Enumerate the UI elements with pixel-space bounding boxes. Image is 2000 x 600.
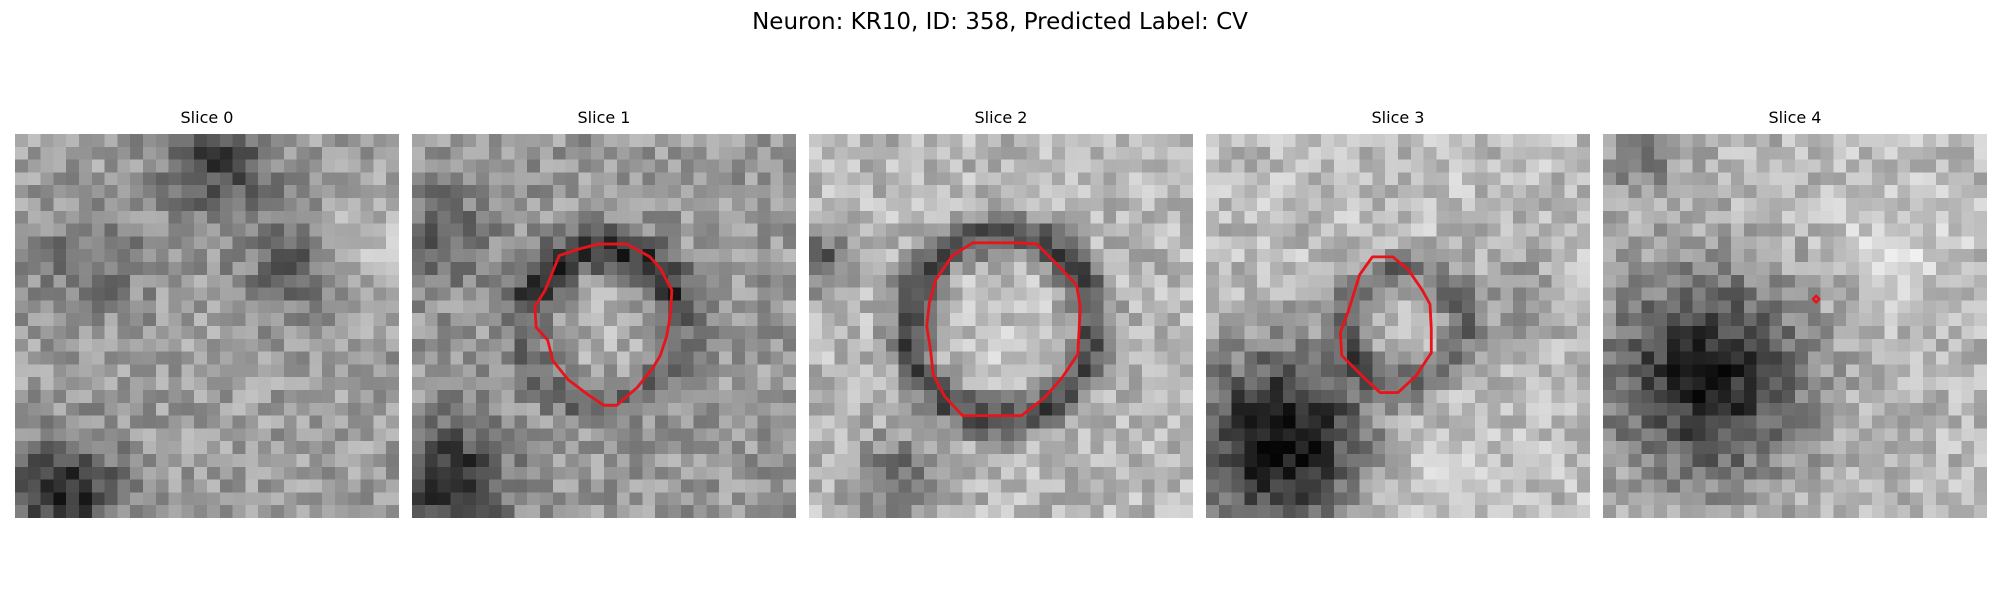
slice-image — [1206, 134, 1590, 518]
segmentation-contour — [1811, 294, 1821, 304]
pixel-grid — [15, 134, 399, 518]
pixel-grid — [1603, 134, 1987, 518]
slice-image — [412, 134, 796, 518]
slice-title: Slice 3 — [1371, 108, 1425, 127]
slice-title: Slice 0 — [180, 108, 234, 127]
slice-image — [1603, 134, 1987, 518]
figure-title: Neuron: KR10, ID: 358, Predicted Label: … — [752, 9, 1248, 35]
pixel-grid — [412, 134, 796, 518]
slice-title: Slice 1 — [577, 108, 631, 127]
slice-image — [15, 134, 399, 518]
segmentation-contour — [925, 241, 1082, 418]
pixel-grid — [809, 134, 1193, 518]
pixel-grid — [1206, 134, 1590, 518]
segmentation-contour — [1338, 255, 1433, 394]
slice-title: Slice 4 — [1768, 108, 1822, 127]
segmentation-contour — [533, 242, 674, 407]
slice-title: Slice 2 — [974, 108, 1028, 127]
slice-image — [809, 134, 1193, 518]
